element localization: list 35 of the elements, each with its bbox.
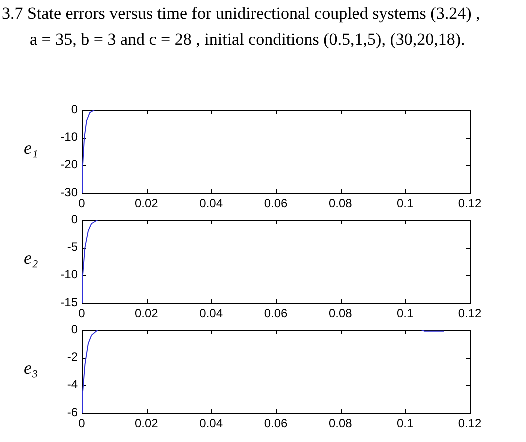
x-tick-label: 0.02 <box>134 196 159 211</box>
x-tick-label: 0.12 <box>458 306 482 321</box>
y-tick-label: 0 <box>71 322 78 336</box>
y-tick-label: -5 <box>67 240 78 254</box>
y-axis-title: e₃ <box>24 358 38 379</box>
x-tick-label: 0.02 <box>134 416 159 431</box>
chart-title: 3.7 State errors versus time for unidirectional coupled systems (3.24) , <box>2 4 480 24</box>
y-tick-label: -15 <box>60 295 78 310</box>
x-tick-label: 0.04 <box>200 196 224 211</box>
x-tick-label: 0.02 <box>134 306 159 321</box>
x-tick-label: 0.1 <box>396 306 414 321</box>
x-tick-label: 0.04 <box>200 416 224 431</box>
x-tick-label: 0.04 <box>200 306 224 321</box>
y-tick-label: -20 <box>60 158 78 172</box>
y-tick-label: 0 <box>71 212 78 226</box>
y-tick-label: -10 <box>60 268 78 282</box>
y-tick-label: -4 <box>67 378 78 392</box>
y-tick-label: 0 <box>71 102 78 116</box>
y-tick-label: -30 <box>60 185 78 200</box>
x-tick-label: 0.1 <box>396 196 414 211</box>
chart-subtitle: a = 35, b = 3 and c = 28 , initial conditions (0.5,1,5), (30,20,18). <box>30 30 466 50</box>
y-axis-title: e₁ <box>24 138 38 159</box>
y-tick-label: -2 <box>67 350 78 364</box>
y-tick-label: -10 <box>60 130 78 144</box>
x-tick-label: 0.06 <box>264 416 288 431</box>
y-tick-label: -6 <box>67 405 78 420</box>
x-tick-label: 0.06 <box>264 306 288 321</box>
x-tick-label: 0.12 <box>458 196 482 211</box>
x-tick-label: 0.08 <box>328 416 353 431</box>
y-axis-title: e₂ <box>24 248 38 269</box>
x-tick-label: 0.08 <box>328 196 353 211</box>
x-tick-label: 0.1 <box>396 416 414 431</box>
x-tick-label: 0.08 <box>328 306 353 321</box>
x-tick-label: 0.06 <box>264 196 288 211</box>
x-tick-label: 0.12 <box>458 416 482 431</box>
